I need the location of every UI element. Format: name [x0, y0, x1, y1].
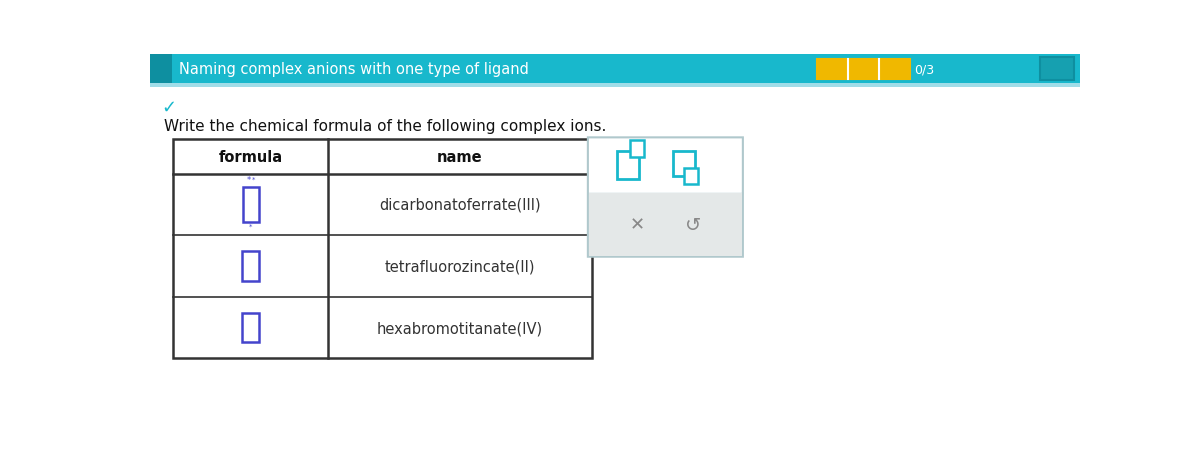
FancyBboxPatch shape [588, 138, 743, 257]
Text: dicarbonatoferrate(III): dicarbonatoferrate(III) [379, 197, 541, 213]
Text: *: * [251, 176, 254, 182]
Bar [150, 84, 1080, 88]
Text: hexabromotitanate(IV): hexabromotitanate(IV) [377, 320, 544, 336]
Text: Naming complex anions with one type of ligand: Naming complex anions with one type of l… [180, 62, 529, 77]
Bar [242, 188, 258, 222]
Bar [173, 140, 592, 358]
Bar [673, 152, 695, 176]
Bar [589, 193, 742, 257]
Bar [1039, 58, 1074, 81]
Bar [684, 169, 698, 184]
Bar [816, 60, 910, 80]
Text: *: * [250, 224, 252, 230]
Text: Write the chemical formula of the following complex ions.: Write the chemical formula of the follow… [164, 119, 606, 134]
Bar [630, 141, 643, 158]
Bar [242, 252, 259, 281]
Text: ✕: ✕ [630, 216, 646, 234]
Bar [617, 152, 640, 179]
Text: name: name [437, 149, 482, 164]
Text: 0/3: 0/3 [914, 63, 935, 76]
Text: *: * [246, 175, 251, 185]
Text: tetrafluorozincate(II): tetrafluorozincate(II) [385, 259, 535, 274]
Bar [150, 55, 172, 84]
Text: formula: formula [218, 149, 283, 164]
Bar [150, 55, 1080, 84]
Text: ✓: ✓ [161, 98, 176, 116]
Text: ↺: ↺ [685, 216, 702, 235]
Bar [242, 313, 259, 342]
